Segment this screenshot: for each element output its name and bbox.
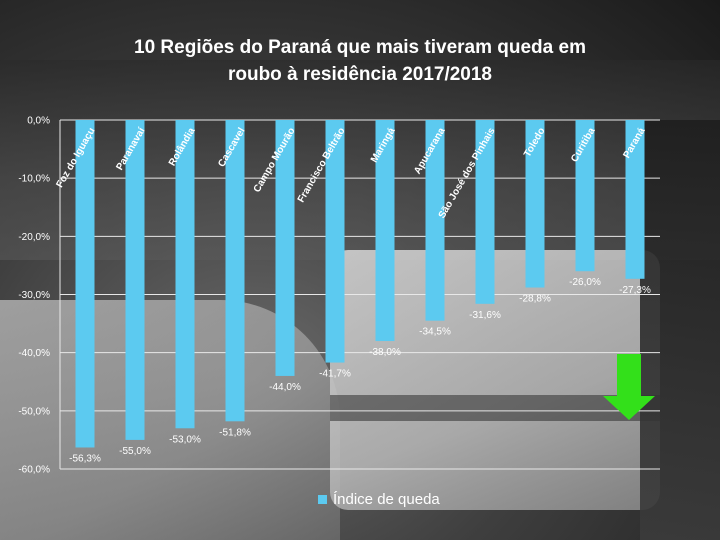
value-label: -53,0% [169,434,201,445]
value-label: -38,0% [369,347,401,358]
down-arrow-icon [603,354,655,420]
gridlines [59,119,660,470]
y-tick-label: -40,0% [18,348,50,359]
y-tick-label: -50,0% [18,406,50,417]
value-labels: -56,3% -55,0% -53,0% -51,8% -44,0% -41,7% -38,… [69,277,651,464]
y-tick-label: -60,0% [18,465,50,476]
bar [475,120,495,304]
legend-label: Índice de queda [333,491,440,508]
bar [75,120,95,448]
chart-title: 10 Regiões do Paraná que mais tiveram qu… [60,34,660,88]
bar [425,120,445,321]
chart-title-line-1: 10 Regiões do Paraná que mais tiveram qu… [134,37,586,58]
value-label: -28,8% [519,294,551,305]
chart-title-line-2: roubo à residência 2017/2018 [227,64,493,85]
y-tick-label: -30,0% [18,290,50,301]
background-car-rear [640,120,720,540]
value-label: -41,7% [319,369,351,380]
bar [125,120,145,440]
y-axis-tick-labels: 0,0% -10,0% -20,0% -30,0% -40,0% -50,0% -60,0% [18,116,50,476]
y-tick-label: -10,0% [18,174,50,185]
value-label: -56,3% [69,453,101,464]
value-label: -34,5% [419,327,451,338]
value-label: -44,0% [269,382,301,393]
bar [625,120,645,279]
y-tick-label: 0,0% [27,116,50,127]
bar [175,120,195,429]
value-label: -27,3% [619,285,651,296]
bars [75,120,645,448]
bar [325,120,345,363]
bar [575,120,595,272]
bar [275,120,295,376]
bar [525,120,545,288]
background-car-window [0,60,720,260]
legend: Índice de queda [318,491,440,508]
value-label: -31,6% [469,310,501,321]
bar [375,120,395,342]
value-label: -55,0% [119,446,151,457]
y-tick-label: -20,0% [18,232,50,243]
legend-swatch [318,495,327,504]
bar [225,120,245,422]
value-label: -26,0% [569,277,601,288]
background-car-stripe [330,395,660,421]
value-label: -51,8% [219,427,251,438]
